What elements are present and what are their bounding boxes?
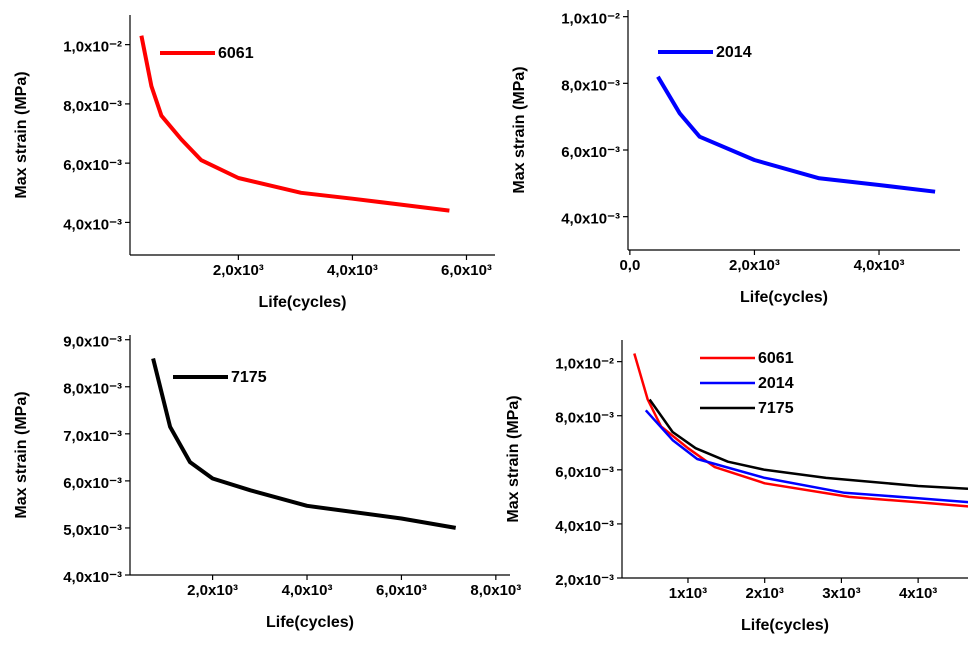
legend-text: 7175 bbox=[758, 400, 794, 417]
y-tick-label: 9,0x10⁻³ bbox=[63, 334, 122, 351]
x-tick-label: 4,0x10³ bbox=[282, 582, 333, 599]
x-axis-title: Life(cycles) bbox=[741, 617, 829, 634]
data-line bbox=[656, 75, 936, 194]
y-tick-label: 4,0x10⁻³ bbox=[63, 216, 122, 233]
x-tick-label: 2,0x10³ bbox=[213, 262, 264, 279]
y-tick-label: 4,0x10⁻³ bbox=[561, 211, 620, 228]
y-tick-label: 8,0x10⁻³ bbox=[63, 98, 122, 115]
legend-text: 6061 bbox=[758, 350, 794, 367]
x-tick-label: 1x10³ bbox=[669, 585, 707, 602]
x-axis-title: Life(cycles) bbox=[258, 294, 346, 311]
data-line bbox=[151, 358, 457, 530]
y-tick-label: 6,0x10⁻³ bbox=[555, 464, 614, 481]
x-tick-label: 4,0x10³ bbox=[854, 257, 905, 274]
y-tick-label: 8,0x10⁻³ bbox=[555, 410, 614, 427]
x-tick-label: 0,0 bbox=[619, 257, 640, 274]
legend-text: 2014 bbox=[716, 44, 752, 61]
x-tick-label: 3x10³ bbox=[822, 585, 860, 602]
x-tick-label: 4,0x10³ bbox=[327, 262, 378, 279]
subplot: 2,0x10⁻³ 4,0x10⁻³ 6,0x10⁻³ 8,0x10⁻³ 1,0x10⁻²… bbox=[505, 340, 968, 634]
legend-text: 6061 bbox=[218, 45, 254, 62]
y-axis-title: Max strain (MPa) bbox=[511, 66, 528, 193]
subplot: 4,0x10⁻³ 6,0x10⁻³ 8,0x10⁻³ 1,0x10⁻² 2,0x10³ 4… bbox=[13, 15, 495, 311]
y-tick-label: 4,0x10⁻³ bbox=[63, 569, 122, 586]
y-tick-label: 5,0x10⁻³ bbox=[63, 522, 122, 539]
legend-text: 7175 bbox=[231, 369, 267, 386]
y-tick-label: 8,0x10⁻³ bbox=[63, 381, 122, 398]
subplot: 4,0x10⁻³ 5,0x10⁻³ 6,0x10⁻³ 7,0x10⁻³ 8,0x10⁻³… bbox=[13, 334, 521, 632]
y-tick-label: 1,0x10⁻² bbox=[555, 356, 614, 373]
y-tick-label: 7,0x10⁻³ bbox=[63, 428, 122, 445]
x-tick-label: 6,0x10³ bbox=[441, 262, 492, 279]
data-line bbox=[644, 409, 968, 504]
y-tick-label: 1,0x10⁻² bbox=[561, 11, 620, 28]
y-tick-label: 6,0x10⁻³ bbox=[63, 157, 122, 174]
x-tick-label: 4x10³ bbox=[899, 585, 937, 602]
x-tick-label: 6,0x10³ bbox=[376, 582, 427, 599]
x-tick-label: 8,0x10³ bbox=[470, 582, 521, 599]
y-axis-title: Max strain (MPa) bbox=[505, 395, 522, 522]
y-axis-title: Max strain (MPa) bbox=[13, 391, 30, 518]
data-line bbox=[648, 398, 968, 491]
x-axis-title: Life(cycles) bbox=[740, 289, 828, 306]
subplot: 4,0x10⁻³ 6,0x10⁻³ 8,0x10⁻³ 1,0x10⁻² 0,0 2,0x1… bbox=[511, 10, 960, 306]
data-line bbox=[633, 353, 968, 508]
y-tick-label: 2,0x10⁻³ bbox=[555, 572, 614, 589]
y-axis-title: Max strain (MPa) bbox=[13, 71, 30, 198]
y-tick-label: 8,0x10⁻³ bbox=[561, 77, 620, 94]
x-tick-label: 2,0x10³ bbox=[729, 257, 780, 274]
y-tick-label: 6,0x10⁻³ bbox=[63, 475, 122, 492]
y-tick-label: 1,0x10⁻² bbox=[63, 39, 122, 56]
y-tick-label: 4,0x10⁻³ bbox=[555, 518, 614, 535]
data-line bbox=[139, 35, 450, 213]
y-tick-label: 6,0x10⁻³ bbox=[561, 144, 620, 161]
legend-text: 2014 bbox=[758, 375, 794, 392]
x-tick-label: 2x10³ bbox=[746, 585, 784, 602]
x-tick-label: 2,0x10³ bbox=[187, 582, 238, 599]
x-axis-title: Life(cycles) bbox=[266, 614, 354, 631]
